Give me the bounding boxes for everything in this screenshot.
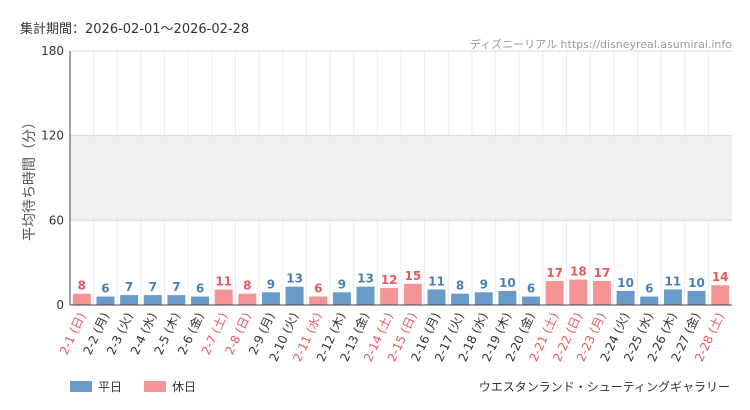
bar (72, 293, 91, 305)
bar (663, 289, 682, 305)
bar (522, 296, 541, 305)
bar-value-label: 18 (570, 265, 587, 279)
y-tick-label: 180 (41, 44, 64, 58)
bar-value-label: 8 (243, 279, 251, 293)
bar (356, 286, 375, 305)
bar-value-label: 8 (78, 279, 86, 293)
bar (309, 296, 328, 305)
bar-value-label: 7 (149, 280, 157, 294)
bar-value-label: 14 (712, 270, 729, 284)
bar-value-label: 17 (546, 266, 563, 280)
bar (238, 293, 257, 305)
bar-value-label: 10 (499, 276, 516, 290)
bar-value-label: 8 (456, 279, 464, 293)
bar (592, 281, 611, 305)
bar (687, 290, 706, 305)
bar (711, 285, 730, 305)
bar-value-label: 7 (172, 280, 180, 294)
bar-value-label: 17 (594, 266, 611, 280)
chart-grid-layer (70, 50, 732, 306)
bar (143, 295, 162, 305)
bar-value-label: 13 (357, 272, 374, 286)
bar (616, 290, 635, 305)
bar-value-label: 7 (125, 280, 133, 294)
bar-value-label: 11 (215, 274, 232, 288)
legend-label-weekday: 平日 (98, 380, 123, 394)
chart-axes-layer (69, 51, 732, 306)
bar-value-label: 10 (688, 276, 705, 290)
bar-value-label: 11 (428, 274, 445, 288)
bar (427, 289, 446, 305)
bar (214, 289, 233, 305)
period-label: 集計期間：2026-02-01〜2026-02-28 (20, 22, 250, 37)
y-tick-label: 120 (41, 129, 64, 143)
source-credit: ディズニーリアル https://disneyreal.asumirai.inf… (469, 38, 732, 51)
bar (261, 292, 280, 305)
legend-item-weekday: 平日 (70, 378, 122, 395)
bar (474, 292, 493, 305)
bar (96, 296, 115, 305)
bar-value-label: 6 (645, 282, 653, 296)
bar-value-label: 9 (338, 277, 346, 291)
bar-value-label: 6 (101, 282, 109, 296)
bar-value-label: 9 (480, 277, 488, 291)
y-tick-label: 60 (49, 213, 64, 227)
bar (640, 296, 659, 305)
bar-value-label: 13 (286, 272, 303, 286)
bar (285, 286, 304, 305)
bar (545, 281, 564, 305)
y-axis-title: 平均待ち時間（分） (22, 115, 38, 241)
bar-value-label: 6 (527, 282, 535, 296)
bar-value-label: 10 (617, 276, 634, 290)
legend-item-holiday: 休日 (144, 378, 196, 395)
legend-swatch-holiday (144, 381, 167, 392)
bar (191, 296, 210, 305)
bar (498, 290, 517, 305)
attraction-name: ウエスタンランド・シューティングギャラリー (478, 380, 730, 394)
legend-label-holiday: 休日 (172, 380, 197, 394)
chart-legend: 平日 休日 (70, 378, 196, 395)
y-tick-label: 0 (56, 298, 64, 312)
bar-value-label: 11 (665, 274, 682, 288)
bar-value-label: 6 (196, 282, 204, 296)
bar-value-label: 6 (314, 282, 322, 296)
bar (451, 293, 470, 305)
bar (332, 292, 351, 305)
bar-value-label: 9 (267, 277, 275, 291)
bar (380, 288, 399, 305)
legend-swatch-weekday (70, 381, 92, 392)
bar (120, 295, 139, 305)
bar (569, 279, 588, 305)
bar-value-label: 15 (404, 269, 421, 283)
chart-bars-layer (72, 279, 730, 305)
bar (167, 295, 186, 305)
bar-value-label: 12 (381, 273, 398, 287)
bar (403, 283, 422, 305)
